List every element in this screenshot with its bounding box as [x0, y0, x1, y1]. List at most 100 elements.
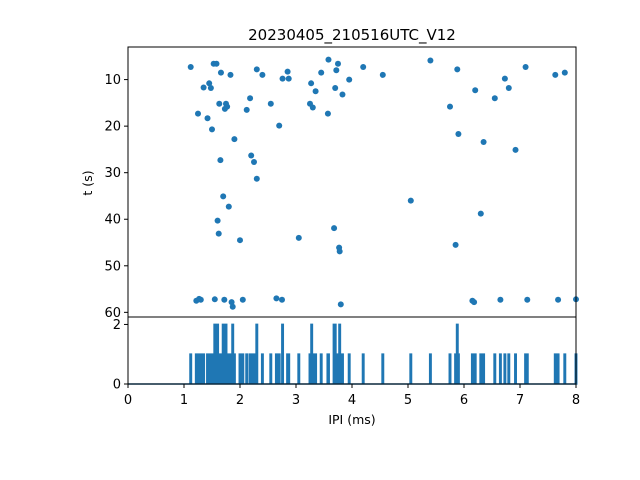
scatter-point — [312, 88, 319, 95]
histogram-y-tick-label: 0 — [113, 378, 121, 393]
scatter-point — [259, 71, 266, 78]
scatter-point — [195, 110, 201, 117]
scatter-point — [243, 106, 250, 113]
scatter-point — [477, 210, 484, 217]
scatter-point — [284, 68, 291, 75]
scatter-point — [221, 296, 228, 303]
scatter-point — [228, 299, 235, 306]
scatter-point — [253, 66, 260, 73]
histogram-x-tick-label: 8 — [572, 393, 580, 408]
scatter-point — [480, 138, 487, 145]
scatter-y-axis-label: t (s) — [80, 170, 95, 195]
scatter-point — [215, 230, 222, 237]
scatter-point — [267, 100, 274, 107]
scatter-point — [216, 100, 223, 107]
scatter-point — [285, 75, 292, 82]
scatter-axes: 10 20 30 40 50 60 t (s) — [80, 46, 579, 321]
scatter-point — [217, 69, 224, 76]
scatter-point — [346, 76, 353, 83]
histogram-x-tick-label: 4 — [348, 393, 356, 408]
scatter-point — [491, 95, 498, 102]
scatter-point — [217, 157, 224, 164]
scatter-point — [276, 122, 283, 129]
scatter-point — [452, 241, 459, 248]
scatter-point — [360, 64, 367, 71]
scatter-y-tick-label: 10 — [104, 73, 121, 88]
scatter-point — [447, 103, 453, 110]
scatter-y-tick-label: 20 — [104, 120, 121, 135]
scatter-point — [204, 115, 211, 122]
histogram-x-tick-label: 7 — [516, 393, 524, 408]
scatter-y-tick-label: 40 — [104, 213, 121, 228]
scatter-point — [248, 152, 255, 159]
scatter-point — [187, 64, 194, 71]
scatter-point — [231, 136, 238, 143]
scatter-y-tick-label: 30 — [104, 166, 121, 181]
histogram-x-ticks: 0 1 2 3 4 5 6 7 8 — [124, 384, 580, 408]
scatter-point — [427, 57, 434, 64]
histogram-x-tick-label: 5 — [404, 393, 412, 408]
scatter-point — [251, 158, 257, 165]
histogram-x-tick-label: 6 — [460, 393, 468, 408]
scatter-point — [253, 175, 260, 182]
scatter-point — [295, 234, 302, 241]
scatter-point — [454, 66, 461, 73]
scatter-point — [318, 69, 325, 76]
scatter-point — [332, 84, 339, 91]
chart-title: 20230405_210516UTC_V12 — [248, 26, 456, 45]
scatter-point — [220, 193, 227, 200]
scatter-point — [455, 131, 462, 138]
histogram-x-tick-label: 1 — [180, 393, 188, 408]
scatter-point — [200, 84, 207, 91]
histogram-x-tick-label: 0 — [124, 393, 132, 408]
scatter-point — [331, 225, 338, 232]
scatter-point — [379, 71, 386, 78]
scatter-point — [472, 87, 479, 94]
scatter-y-ticks: 10 20 30 40 50 60 — [104, 73, 128, 321]
scatter-point — [501, 75, 508, 82]
scatter-point — [325, 56, 332, 63]
scatter-point — [309, 104, 316, 111]
scatter-point — [497, 296, 504, 303]
scatter-point — [336, 248, 343, 255]
scatter-point — [308, 80, 315, 87]
scatter-point — [273, 295, 280, 302]
scatter-point — [209, 126, 215, 133]
scatter-point — [225, 203, 232, 210]
scatter-point — [237, 237, 243, 244]
scatter-point — [279, 75, 286, 82]
scatter-point — [335, 60, 341, 67]
scatter-point — [227, 71, 234, 78]
scatter-point — [555, 296, 562, 303]
histogram-frame — [127, 316, 577, 385]
scatter-point — [337, 301, 344, 308]
scatter-point — [522, 64, 529, 71]
scatter-point — [224, 103, 231, 110]
scatter-point — [213, 60, 220, 67]
scatter-point — [214, 217, 221, 224]
scatter-y-tick-label: 60 — [104, 306, 121, 321]
histogram-x-tick-label: 2 — [236, 393, 244, 408]
scatter-point — [561, 69, 568, 76]
scatter-point — [207, 84, 214, 91]
scatter-point — [211, 296, 218, 303]
scatter-point — [339, 91, 346, 98]
histogram-x-tick-label: 3 — [292, 393, 300, 408]
scatter-point — [407, 197, 414, 204]
scatter-point — [324, 110, 331, 117]
scatter-point — [247, 95, 254, 102]
scatter-point — [229, 303, 236, 310]
scatter-points — [187, 56, 579, 310]
scatter-point — [505, 84, 512, 91]
scatter-point — [279, 296, 285, 303]
scatter-point — [197, 296, 204, 303]
histogram-y-tick-label: 2 — [113, 318, 121, 333]
scatter-point — [512, 146, 519, 153]
histogram-y-ticks: 02 — [113, 318, 128, 393]
histogram-x-axis-label: IPI (ms) — [328, 412, 375, 427]
scatter-point — [524, 296, 531, 303]
scatter-point — [333, 67, 340, 74]
scatter-point — [552, 71, 559, 78]
